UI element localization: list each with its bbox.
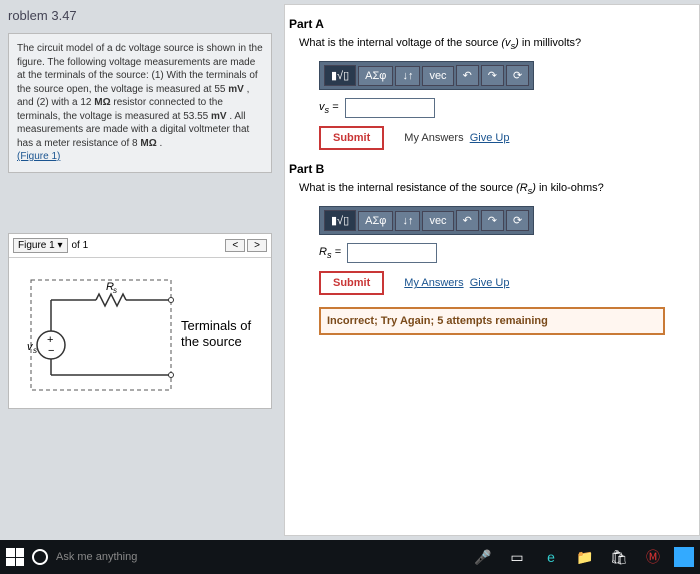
windows-taskbar: Ask me anything 🎤 ▭ e 📁 🛍 Ⓜ [0, 540, 700, 574]
give-up-link-a[interactable]: Give Up [470, 132, 510, 144]
start-button[interactable] [6, 548, 24, 566]
answer-var-a: vs = [319, 101, 339, 115]
subscript-button[interactable]: ↓↑ [395, 211, 420, 231]
unit: mV [211, 111, 227, 122]
answer-input-a[interactable] [345, 98, 435, 118]
cortana-icon[interactable] [32, 549, 48, 565]
template-button[interactable]: ▮√▯ [324, 65, 356, 86]
reset-button[interactable]: ⟳ [506, 210, 529, 231]
answer-input-b[interactable] [347, 243, 437, 263]
feedback-text: Incorrect; Try Again; 5 attempts remaini… [327, 315, 548, 327]
part-b-label: Part B [289, 162, 695, 176]
problem-text: . [157, 138, 163, 149]
circuit-diagram: Rs + − vs Terminals of the source [9, 258, 271, 408]
part-a-question: What is the internal voltage of the sour… [299, 37, 695, 51]
redo-button[interactable]: ↷ [481, 65, 504, 86]
part-b-question: What is the internal resistance of the s… [299, 182, 695, 196]
part-a-label: Part A [289, 17, 695, 31]
figure-selector[interactable]: Figure 1 ▾ [13, 238, 68, 253]
taskview-icon[interactable]: ▭ [504, 544, 530, 570]
unit: mV [228, 84, 244, 95]
subscript-button[interactable]: ↓↑ [395, 66, 420, 86]
problem-statement: The circuit model of a dc voltage source… [8, 33, 272, 173]
figure-link[interactable]: (Figure 1) [17, 151, 60, 162]
figure-prev-button[interactable]: < [225, 239, 245, 252]
greek-button[interactable]: ΑΣφ [358, 66, 393, 86]
answer-var-b: Rs = [319, 246, 341, 260]
edge-icon[interactable]: e [538, 544, 564, 570]
figure-next-button[interactable]: > [247, 239, 267, 252]
submit-button-a[interactable]: Submit [319, 126, 384, 150]
figure-panel: Figure 1 ▾ of 1 < > Rs + − vs [8, 233, 272, 409]
search-box[interactable]: Ask me anything [56, 551, 176, 563]
feedback-message: Incorrect; Try Again; 5 attempts remaini… [319, 307, 665, 335]
template-button[interactable]: ▮√▯ [324, 210, 356, 231]
svg-text:s: s [113, 286, 117, 295]
equation-toolbar-b: ▮√▯ ΑΣφ ↓↑ vec ↶ ↷ ⟳ [319, 206, 534, 235]
svg-text:the source: the source [181, 334, 242, 349]
redo-button[interactable]: ↷ [481, 210, 504, 231]
undo-button[interactable]: ↶ [456, 210, 479, 231]
problem-text: The circuit model of a dc voltage source… [17, 43, 263, 95]
figure-count: of 1 [72, 240, 89, 251]
svg-text:−: − [48, 345, 54, 357]
greek-button[interactable]: ΑΣφ [358, 211, 393, 231]
my-answers-link-a[interactable]: My Answers [404, 132, 463, 144]
problem-title: roblem 3.47 [8, 8, 272, 23]
store-icon[interactable]: 🛍 [606, 544, 632, 570]
mic-icon[interactable]: 🎤 [470, 544, 496, 570]
reset-button[interactable]: ⟳ [506, 65, 529, 86]
give-up-link-b[interactable]: Give Up [470, 277, 510, 289]
submit-button-b[interactable]: Submit [319, 271, 384, 295]
vector-button[interactable]: vec [422, 66, 453, 86]
figure-label: Figure 1 [18, 240, 55, 251]
app-icon[interactable]: Ⓜ [640, 544, 666, 570]
undo-button[interactable]: ↶ [456, 65, 479, 86]
vector-button[interactable]: vec [422, 211, 453, 231]
explorer-icon[interactable]: 📁 [572, 544, 598, 570]
my-answers-link-b[interactable]: My Answers [404, 277, 463, 289]
svg-text:Terminals of: Terminals of [181, 318, 251, 333]
unit: MΩ [140, 138, 156, 149]
svg-text:s: s [33, 346, 37, 355]
equation-toolbar-a: ▮√▯ ΑΣφ ↓↑ vec ↶ ↷ ⟳ [319, 61, 534, 90]
unit: MΩ [94, 97, 110, 108]
app-icon[interactable] [674, 547, 694, 567]
